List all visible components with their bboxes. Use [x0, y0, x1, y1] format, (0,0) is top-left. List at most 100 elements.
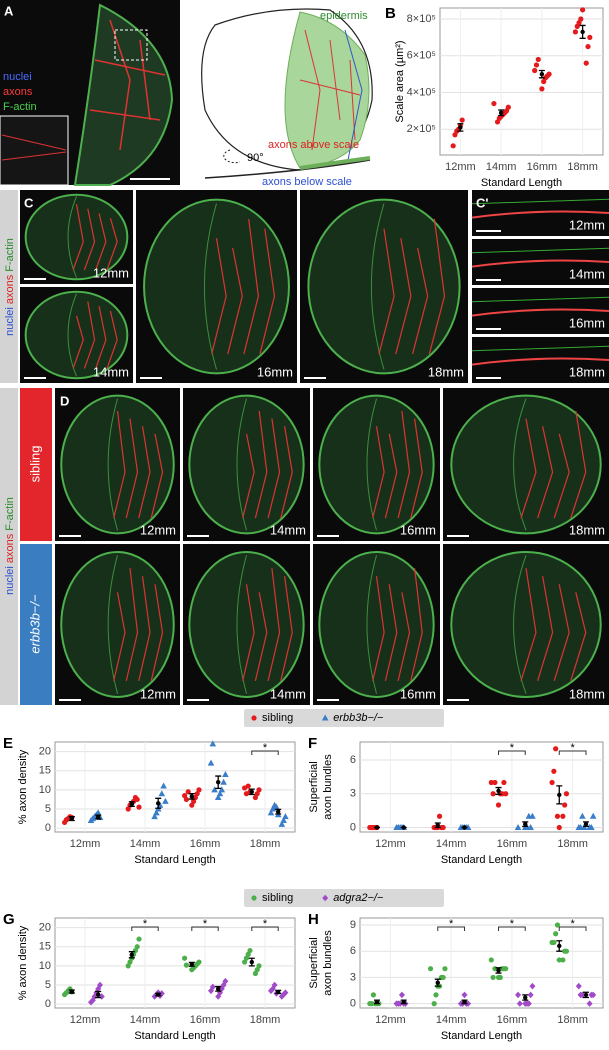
axon-lines — [471, 357, 609, 366]
channel-label: F-actin — [3, 101, 37, 113]
channel-label: nuclei — [3, 71, 32, 83]
point — [583, 60, 589, 66]
mean — [496, 788, 501, 794]
scale-shape — [318, 551, 435, 698]
axon-lines — [299, 29, 361, 151]
side-bar — [0, 388, 18, 705]
mean — [129, 801, 134, 807]
plot-area — [439, 7, 604, 156]
scale-bar — [140, 377, 162, 379]
y-axis-label: Superficial — [308, 761, 320, 812]
point — [503, 966, 509, 972]
y-axis-label: Superficial — [308, 937, 320, 988]
y-tick-label: 4×10⁵ — [407, 86, 436, 98]
point — [433, 992, 439, 998]
y-tick-label: 20 — [39, 745, 51, 757]
point — [369, 1001, 375, 1007]
mean — [557, 943, 562, 949]
panel-letter: H — [308, 911, 319, 928]
point — [490, 974, 496, 981]
point — [282, 813, 289, 820]
point — [134, 796, 140, 803]
y-tick-label: 10 — [39, 960, 51, 972]
point — [91, 993, 98, 1000]
scale-bar — [476, 279, 501, 281]
scale-bar — [304, 377, 326, 379]
point — [440, 974, 446, 981]
y-tick-label: 3 — [350, 788, 356, 800]
legend-label: sibling — [262, 892, 293, 904]
point — [427, 966, 434, 972]
point — [370, 992, 377, 998]
epidermis-region — [284, 11, 370, 169]
point — [499, 791, 505, 797]
group-bar — [20, 388, 52, 541]
image-label: 14mm — [270, 522, 306, 537]
point — [251, 715, 257, 721]
axon-lines — [344, 29, 363, 161]
mean — [189, 794, 194, 799]
image-label: 12mm — [93, 265, 129, 280]
scale-bar — [59, 535, 81, 537]
point — [560, 957, 566, 963]
inset — [0, 115, 69, 186]
point — [503, 791, 509, 797]
scale-shape — [318, 394, 435, 535]
mean — [523, 821, 528, 827]
point — [563, 791, 570, 797]
y-tick-label: 6 — [350, 754, 356, 766]
epidermis-edge — [513, 555, 527, 694]
mean — [216, 986, 221, 992]
point — [556, 957, 562, 963]
mean — [96, 814, 101, 820]
x-axis-label: Standard Length — [441, 854, 522, 866]
point — [553, 931, 559, 937]
axon-lines — [372, 568, 423, 681]
point — [516, 1000, 523, 1007]
point — [151, 813, 158, 820]
mean — [401, 999, 406, 1005]
point — [580, 7, 586, 13]
point — [585, 43, 591, 50]
legend-label: adgra2−/− — [333, 892, 384, 904]
point — [196, 787, 202, 793]
significance-label: * — [570, 742, 575, 754]
point — [563, 948, 570, 954]
image-label: 18mm — [569, 686, 605, 701]
y-tick-label: 0 — [45, 998, 51, 1010]
mean — [496, 968, 501, 973]
y-tick-label: 20 — [39, 921, 51, 933]
panel-letter: C' — [476, 195, 488, 210]
group-label: erbb3b−/− — [27, 594, 42, 654]
legend-box — [244, 709, 444, 727]
point — [97, 981, 103, 989]
x-axis-label: Standard Length — [134, 1030, 215, 1042]
panel-letter: G — [3, 911, 15, 928]
panel-letter: F — [308, 735, 317, 752]
x-tick-label: 12mm — [445, 161, 476, 173]
scale-shape — [143, 198, 290, 375]
point — [95, 985, 102, 993]
mean — [557, 792, 562, 798]
point — [501, 779, 507, 786]
point — [216, 790, 224, 797]
diagram-label: epidermis — [320, 10, 368, 22]
x-tick-label: 12mm — [375, 838, 406, 850]
actin-lines — [471, 296, 609, 303]
point — [588, 824, 595, 830]
plot-area — [54, 917, 296, 1009]
scale-bar — [187, 699, 209, 701]
point — [590, 991, 597, 999]
image-label: 16mm — [569, 315, 605, 330]
scale-bar — [447, 535, 469, 537]
significance-bracket — [558, 926, 587, 931]
image-label: 16mm — [400, 522, 436, 537]
image-label: 14mm — [270, 686, 306, 701]
scale-shape — [73, 3, 174, 186]
x-tick-label: 16mm — [497, 1014, 528, 1026]
point — [442, 966, 448, 972]
y-axis-label: % axon density — [17, 925, 29, 1000]
point — [546, 71, 552, 77]
epidermis-edge — [370, 203, 385, 370]
point — [589, 812, 597, 819]
